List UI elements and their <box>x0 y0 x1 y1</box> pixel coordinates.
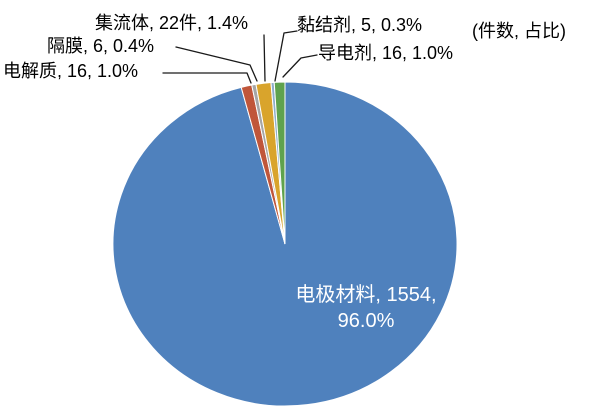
label-conductive-agent: 导电剂, 16, 1.0% <box>318 43 454 63</box>
leader-line-current-collector <box>263 34 266 82</box>
label-electrode-material-line2: 96.0% <box>337 310 395 332</box>
leader-line-separator <box>175 46 258 82</box>
pie-slice-conductive-agent <box>273 81 286 245</box>
label-electrode-material-line1: 电极材料, 1554, <box>295 284 437 306</box>
label-electrode-material: 电极材料, 1554, 96.0% <box>271 282 461 334</box>
pie <box>112 81 458 407</box>
leader-line-binder <box>274 30 298 82</box>
leader-line-electrolyte <box>162 72 252 84</box>
label-current-collector: 集流体, 22件, 1.4% <box>95 13 249 33</box>
leader-line-conductive-agent <box>282 54 318 78</box>
label-binder: 黏结剂, 5, 0.3% <box>297 15 423 35</box>
label-separator: 隔膜, 6, 0.4% <box>47 36 155 56</box>
unit-annotation: (件数, 占比) <box>472 21 566 41</box>
label-electrolyte: 电解质, 16, 1.0% <box>3 61 139 81</box>
